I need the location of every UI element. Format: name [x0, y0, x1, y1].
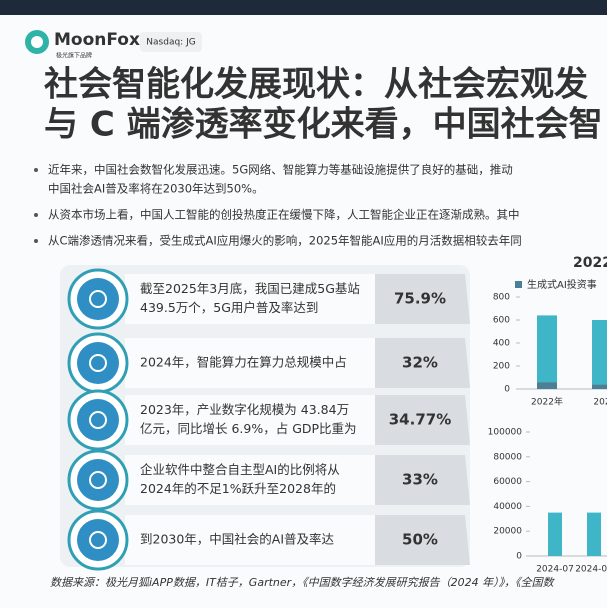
bullet-dot: [34, 239, 38, 243]
stat-row: [125, 395, 375, 445]
stat-value: 75.9%: [394, 290, 446, 308]
icon: [77, 519, 119, 561]
chart-title: 2022: [573, 255, 607, 271]
x-tick-label: 2024-08: [575, 565, 607, 575]
stat-value-box: [375, 274, 470, 324]
bullet-text: 从资本市场上看，中国人工智能的创投热度正在缓慢下降，人工智能企业正在逐渐成熟。其…: [48, 208, 520, 222]
bar: [537, 315, 557, 383]
y-tick-label: 40000: [493, 502, 522, 512]
stat-value: 33%: [402, 471, 438, 489]
brand: MoonFox: [54, 30, 140, 50]
icon-glyph: [89, 411, 107, 429]
bar: [592, 384, 607, 389]
bullet-text: 中国社会AI普及率将在2030年达到50%。: [48, 182, 264, 196]
bar: [548, 512, 562, 556]
stat-value-box: [375, 338, 470, 388]
title-line: 与 C 端渗透率变化来看，中国社会智: [44, 105, 603, 145]
ticker-box: [140, 32, 202, 52]
stat-text: 截至2025年3月底，我国已建成5G基站: [140, 281, 360, 296]
stat-text: 439.5万个，5G用户普及率达到: [140, 300, 318, 315]
stat-text: 到2030年，中国社会的AI普及率达: [140, 532, 335, 547]
icon-glyph: [89, 531, 107, 549]
y-tick-label: 600: [493, 316, 510, 326]
stat-text: 2023年，产业数字化规模为 43.84万: [140, 402, 349, 417]
icon: [77, 399, 119, 441]
source: 数据来源：极光月狐iAPP数据，IT桔子，Gartner，《中国数字经济发展研究…: [50, 576, 556, 589]
stat-text: 2024年的不足1%跃升至2028年的: [140, 481, 336, 496]
stat-row: [125, 515, 375, 565]
y-tick-label: 200: [493, 362, 510, 372]
stat-value: 50%: [402, 531, 438, 549]
x-tick-label: 202: [593, 398, 607, 408]
icon-glyph: [89, 354, 107, 372]
bar: [537, 382, 557, 389]
legend-swatch: [515, 281, 522, 288]
y-tick-label: 60000: [493, 477, 522, 487]
icon: [77, 342, 119, 384]
ticker: Nasdaq: JG: [146, 38, 195, 48]
stat-value-box: [375, 455, 470, 505]
top-bar: [0, 0, 607, 15]
bullet-text: 从C端渗透情况来看，受生成式AI应用爆火的影响，2025年智能AI应用的月活数据…: [48, 234, 522, 248]
stat-text: 2024年，智能算力在算力总规模中占: [140, 355, 347, 370]
y-tick-label: 80000: [493, 452, 522, 462]
bullet-dot: [34, 213, 38, 217]
icon-glyph: [89, 471, 107, 489]
stat-row: [125, 274, 375, 324]
stat-value-box: [375, 395, 470, 445]
y-tick-label: 400: [493, 339, 510, 349]
bar: [587, 512, 601, 556]
logo-inner: [31, 36, 43, 48]
stat-value: 34.77%: [389, 411, 451, 429]
stat-row: [125, 455, 375, 505]
title-line: 社会智能化发展现状：从社会宏观发: [44, 65, 588, 105]
x-tick-label: 2024-07: [536, 565, 574, 575]
y-tick-label: 0: [504, 385, 510, 395]
y-tick-label: 20000: [493, 527, 522, 537]
stat-text: 亿元，同比增长 6.9%，占 GDP比重为: [140, 421, 357, 436]
stat-row: [125, 338, 375, 388]
bar: [592, 320, 607, 385]
icon: [77, 278, 119, 320]
x-tick-label: 2022年: [531, 396, 563, 408]
y-tick-label: 800: [493, 293, 510, 303]
stat-value: 32%: [402, 354, 438, 372]
bullet-text: 近年来，中国社会数智化发展迅速。5G网络、智能算力等基础设施提供了良好的基础，推…: [48, 163, 513, 177]
stat-text: 企业软件中整合自主型AI的比例将从: [140, 462, 340, 477]
bullet-dot: [34, 168, 38, 172]
y-tick-label: 0: [516, 552, 522, 562]
y-tick-label: 100000: [488, 428, 523, 438]
stat-value-box: [375, 515, 470, 565]
icon: [77, 459, 119, 501]
icon-glyph: [89, 290, 107, 308]
brand-sub: 极光旗下品牌: [56, 52, 92, 60]
legend-text: 生成式AI投资事: [527, 278, 597, 291]
